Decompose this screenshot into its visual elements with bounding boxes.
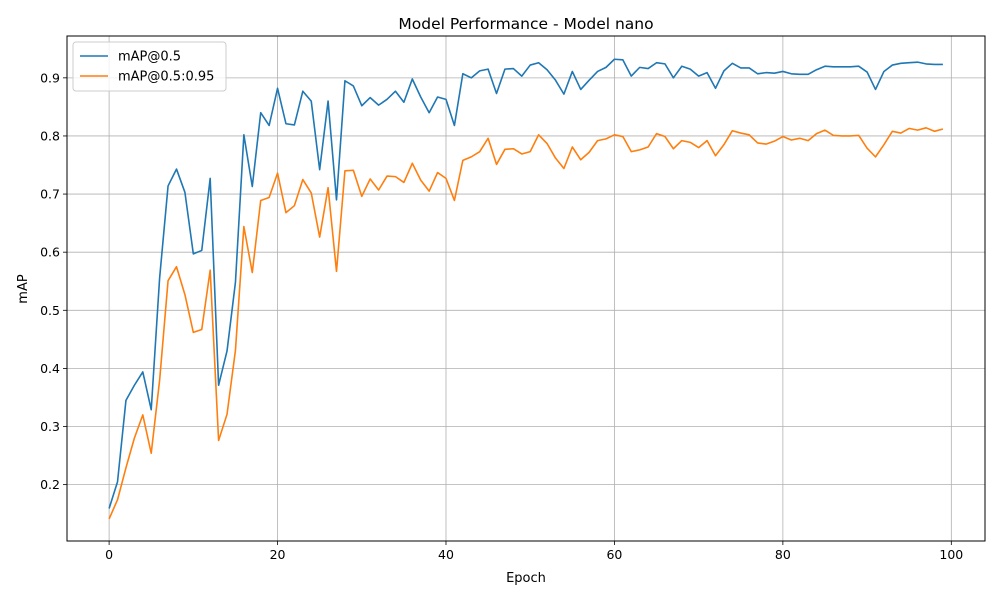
y-tick-label: 0.9	[40, 70, 60, 85]
y-tick-label: 0.8	[40, 128, 60, 143]
x-tick-label: 80	[775, 547, 791, 562]
plot-frame	[66, 35, 986, 542]
legend-box	[72, 41, 227, 92]
y-axis-label: mAP	[16, 274, 31, 304]
y-tick-label: 0.5	[40, 303, 60, 318]
y-tick-label: 0.3	[40, 419, 60, 434]
y-tick-label: 0.2	[40, 477, 60, 492]
legend-label-map50: mAP@0.5	[118, 50, 181, 65]
legend: mAP@0.5 mAP@0.5:0.95	[72, 41, 227, 92]
y-tick-label: 0.4	[40, 361, 60, 376]
x-tick-label: 40	[438, 547, 454, 562]
chart-title: Model Performance - Model nano	[398, 15, 653, 33]
legend-label-map50-95: mAP@0.5:0.95	[118, 70, 214, 85]
x-axis-ticks: 0 20 40 60 80 100	[105, 541, 963, 562]
series-lines	[108, 58, 944, 520]
y-tick-label: 0.6	[40, 245, 60, 260]
x-tick-label: 0	[105, 547, 113, 562]
x-tick-label: 60	[606, 547, 622, 562]
x-axis-label: Epoch	[506, 571, 546, 586]
map50-95-series-line	[108, 127, 944, 520]
x-tick-label: 20	[270, 547, 286, 562]
y-tick-label: 0.7	[40, 187, 60, 202]
y-axis-ticks: 0.2 0.3 0.4 0.5 0.6 0.7 0.8 0.9	[40, 70, 67, 492]
grid	[67, 36, 985, 541]
x-tick-label: 100	[939, 547, 963, 562]
map50-series-line	[108, 58, 943, 509]
